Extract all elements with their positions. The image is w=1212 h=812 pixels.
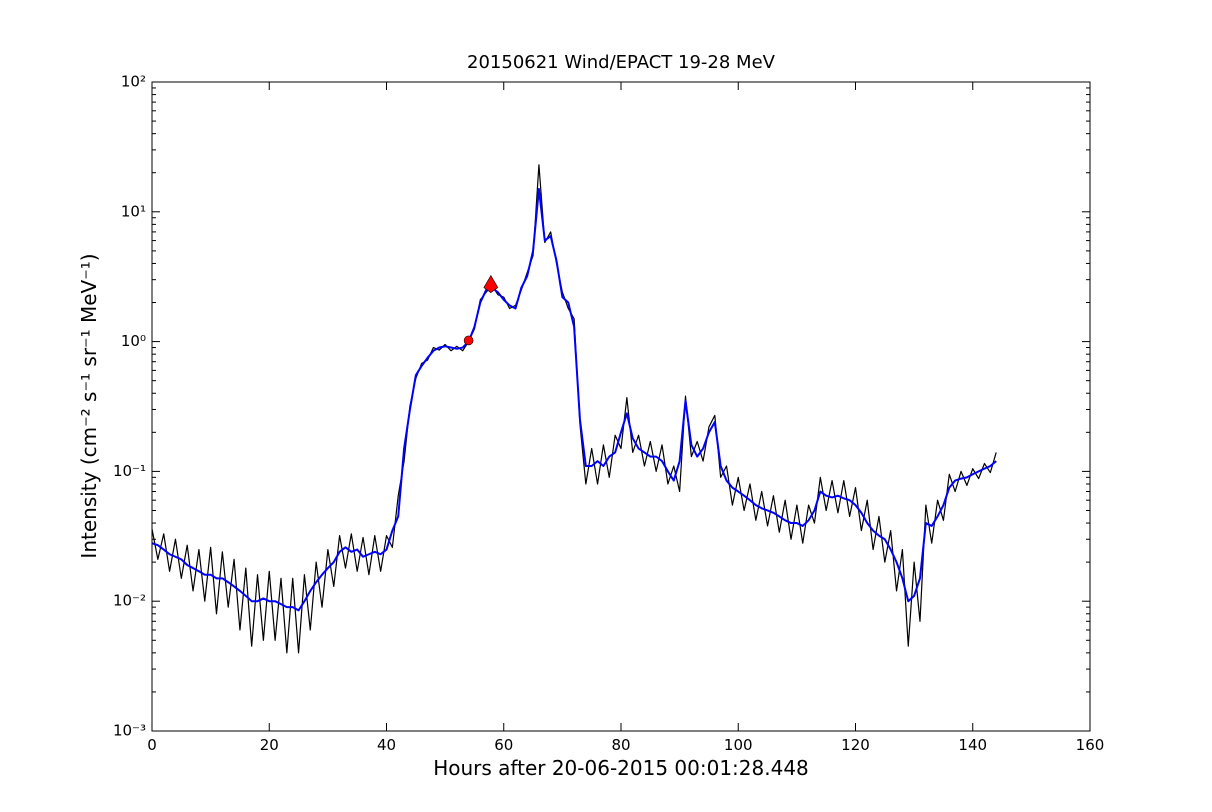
x-tick-label: 120 (841, 736, 870, 754)
x-tick-label: 60 (494, 736, 513, 754)
y-tick-label: 10¹ (121, 202, 146, 220)
y-tick-label: 10⁻¹ (113, 462, 146, 480)
x-tick-label: 160 (1076, 736, 1105, 754)
data-line (152, 187, 997, 612)
y-tick-label: 10⁻² (113, 592, 146, 610)
y-tick-label: 10⁰ (121, 332, 146, 350)
x-tick-label: 140 (958, 736, 987, 754)
x-tick-label: 80 (611, 736, 630, 754)
marker (463, 335, 474, 346)
y-tick-label: 10² (121, 73, 146, 91)
y-axis-label: Intensity (cm⁻² s⁻¹ sr⁻¹ MeV⁻¹) (77, 253, 101, 558)
x-tick-label: 40 (377, 736, 396, 754)
y-tick-label: 10⁻³ (113, 722, 146, 740)
marker (483, 274, 499, 293)
data-line (152, 164, 997, 654)
x-tick-label: 100 (724, 736, 753, 754)
x-tick-label: 0 (147, 736, 157, 754)
chart-title: 20150621 Wind/EPACT 19-28 MeV (467, 52, 776, 73)
x-axis-label: Hours after 20-06-2015 00:01:28.448 (433, 756, 809, 780)
x-tick-label: 20 (260, 736, 279, 754)
